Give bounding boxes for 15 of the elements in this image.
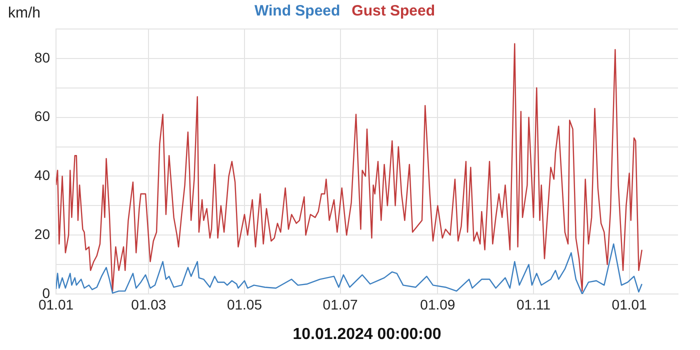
y-tick-label: 0 xyxy=(42,284,50,301)
x-tick-label: 01.09 xyxy=(420,296,456,312)
y-tick-label: 40 xyxy=(34,167,50,184)
x-tick-label: 01.07 xyxy=(322,296,358,312)
y-tick-label: 60 xyxy=(34,108,50,124)
text: Wind Speed xyxy=(254,2,340,20)
x-tick-label: 01.05 xyxy=(226,296,262,312)
y-tick-label: 20 xyxy=(34,226,50,242)
text: Gust Speed xyxy=(352,2,436,20)
x-tick-label: 01.11 xyxy=(516,296,551,312)
x-axis-title: 10.01.2024 00:00:00 xyxy=(292,326,442,343)
y-axis-title: km/h xyxy=(8,4,41,22)
y-tick-label: 80 xyxy=(34,49,50,66)
x-tick-label: 01.01 xyxy=(612,296,648,312)
x-tick-label: 01.03 xyxy=(131,296,166,312)
